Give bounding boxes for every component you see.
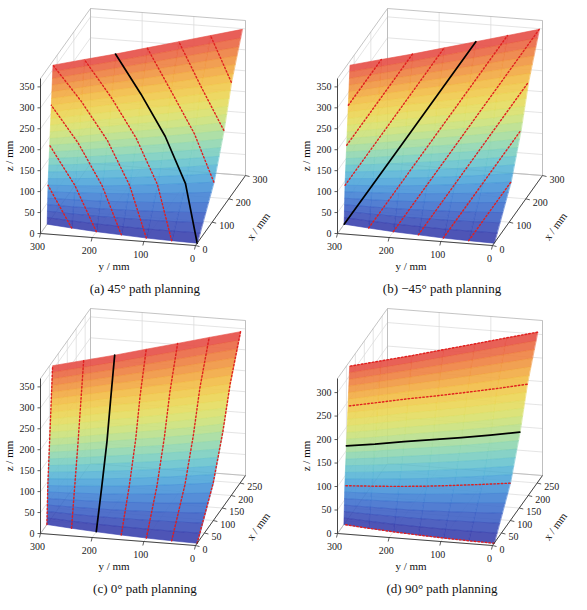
- svg-text:0: 0: [190, 553, 195, 564]
- svg-text:150: 150: [317, 457, 332, 468]
- svg-text:150: 150: [20, 465, 35, 476]
- svg-text:300: 300: [30, 241, 45, 252]
- svg-text:350: 350: [20, 381, 35, 392]
- svg-text:200: 200: [82, 545, 97, 556]
- svg-text:200: 200: [20, 144, 35, 155]
- svg-text:x / mm: x / mm: [244, 210, 272, 243]
- svg-text:0: 0: [500, 544, 505, 555]
- svg-text:0: 0: [30, 528, 35, 539]
- svg-text:350: 350: [20, 81, 35, 92]
- svg-text:0: 0: [327, 228, 332, 239]
- svg-text:200: 200: [317, 434, 332, 445]
- svg-text:0: 0: [190, 253, 195, 264]
- svg-text:100: 100: [317, 481, 332, 492]
- svg-text:0: 0: [500, 244, 505, 255]
- svg-text:50: 50: [25, 207, 35, 218]
- svg-text:100: 100: [430, 549, 445, 560]
- svg-text:y / mm: y / mm: [98, 260, 130, 272]
- html-text:(b) −45° path planning: (b) −45° path planning: [382, 281, 502, 296]
- svg-text:150: 150: [229, 506, 244, 517]
- svg-text:50: 50: [25, 507, 35, 518]
- svg-text:200: 200: [236, 197, 251, 208]
- svg-text:300: 300: [20, 102, 35, 113]
- svg-text:100: 100: [430, 249, 445, 260]
- svg-text:250: 250: [247, 481, 262, 492]
- svg-text:50: 50: [322, 504, 332, 515]
- svg-text:0: 0: [327, 528, 332, 539]
- svg-text:z / mm: z / mm: [3, 440, 15, 471]
- svg-text:100: 100: [317, 186, 332, 197]
- svg-text:y / mm: y / mm: [395, 560, 427, 572]
- svg-text:150: 150: [526, 506, 541, 517]
- svg-text:300: 300: [317, 387, 332, 398]
- svg-text:350: 350: [317, 81, 332, 92]
- svg-text:200: 200: [82, 245, 97, 256]
- svg-text:250: 250: [20, 423, 35, 434]
- svg-text:x / mm: x / mm: [541, 510, 569, 543]
- svg-text:y / mm: y / mm: [98, 560, 130, 572]
- svg-text:200: 200: [20, 444, 35, 455]
- svg-text:50: 50: [211, 531, 221, 542]
- svg-text:300: 300: [550, 174, 565, 185]
- svg-text:300: 300: [327, 541, 342, 552]
- svg-text:200: 200: [535, 494, 550, 505]
- html-text:(a) 45° path planning: (a) 45° path planning: [89, 281, 201, 296]
- svg-text:300: 300: [30, 541, 45, 552]
- svg-text:100: 100: [20, 486, 35, 497]
- svg-text:0: 0: [30, 228, 35, 239]
- svg-text:300: 300: [253, 174, 268, 185]
- svg-text:200: 200: [238, 494, 253, 505]
- svg-text:y / mm: y / mm: [395, 260, 427, 272]
- svg-text:100: 100: [133, 249, 148, 260]
- svg-text:300: 300: [20, 402, 35, 413]
- svg-text:0: 0: [203, 244, 208, 255]
- svg-text:250: 250: [20, 123, 35, 134]
- svg-text:0: 0: [203, 544, 208, 555]
- svg-text:150: 150: [20, 165, 35, 176]
- svg-text:200: 200: [379, 245, 394, 256]
- svg-text:300: 300: [317, 102, 332, 113]
- svg-text:z / mm: z / mm: [300, 140, 312, 171]
- svg-text:250: 250: [317, 123, 332, 134]
- svg-text:z / mm: z / mm: [3, 140, 15, 171]
- html-text:(d) 90° path planning: (d) 90° path planning: [386, 581, 498, 596]
- html-text:(c) 0° path planning: (c) 0° path planning: [93, 581, 197, 596]
- svg-text:300: 300: [327, 241, 342, 252]
- svg-text:250: 250: [317, 410, 332, 421]
- svg-text:250: 250: [544, 481, 559, 492]
- svg-text:50: 50: [322, 207, 332, 218]
- svg-text:0: 0: [487, 553, 492, 564]
- svg-text:50: 50: [508, 531, 518, 542]
- svg-text:z / mm: z / mm: [300, 440, 312, 471]
- svg-text:100: 100: [516, 220, 531, 231]
- svg-text:x / mm: x / mm: [244, 510, 272, 543]
- svg-text:100: 100: [517, 519, 532, 530]
- svg-text:100: 100: [220, 519, 235, 530]
- svg-text:200: 200: [317, 144, 332, 155]
- svg-text:100: 100: [219, 220, 234, 231]
- svg-text:100: 100: [20, 186, 35, 197]
- svg-text:200: 200: [379, 545, 394, 556]
- svg-text:200: 200: [533, 197, 548, 208]
- svg-text:150: 150: [317, 165, 332, 176]
- svg-text:x / mm: x / mm: [541, 210, 569, 243]
- svg-text:0: 0: [487, 253, 492, 264]
- svg-text:100: 100: [133, 549, 148, 560]
